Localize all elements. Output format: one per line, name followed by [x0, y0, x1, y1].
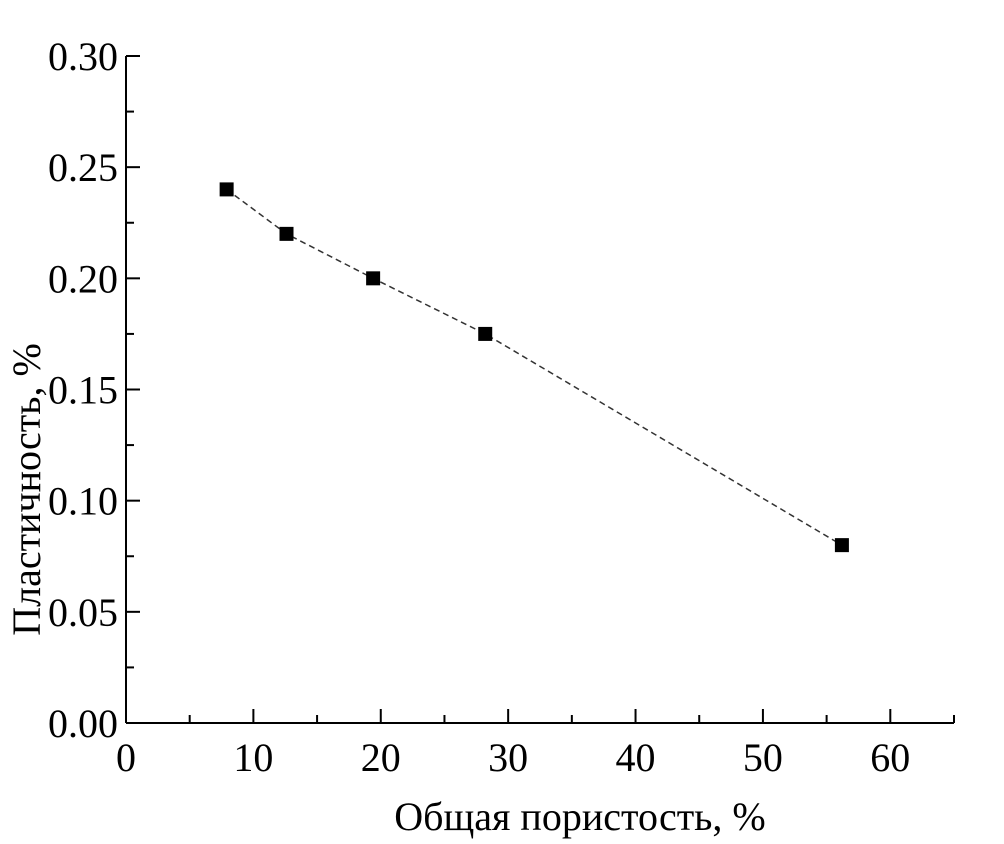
x-tick-label: 40 [616, 735, 656, 780]
x-tick-label: 0 [116, 735, 136, 780]
x-tick-label: 50 [743, 735, 783, 780]
y-tick-label: 0.25 [48, 145, 118, 190]
data-point [834, 538, 849, 553]
axes [125, 56, 954, 724]
series [219, 182, 849, 553]
data-point [219, 182, 234, 197]
data-point [366, 271, 381, 286]
y-tick-label: 0.15 [48, 368, 118, 413]
y-tick-label: 0.20 [48, 256, 118, 301]
y-axis-label: Пластичность, % [4, 343, 49, 636]
data-point [478, 326, 493, 341]
ticks: 0 10 20 30 40 50 60 0.00 0.05 0.10 0.15 0.20 0.25 0.3… [48, 34, 955, 780]
y-tick-label: 0.30 [48, 34, 118, 79]
y-tick-label: 0.10 [48, 479, 118, 524]
x-axis-label: Общая пористость, % [394, 794, 766, 839]
y-tick-label: 0.00 [48, 701, 118, 746]
data-point [279, 226, 294, 241]
x-tick-label: 30 [488, 735, 528, 780]
y-tick-label: 0.05 [48, 590, 118, 635]
x-tick-label: 60 [870, 735, 910, 780]
x-tick-label: 20 [361, 735, 401, 780]
series-line [226, 188, 843, 546]
x-tick-label: 10 [233, 735, 273, 780]
